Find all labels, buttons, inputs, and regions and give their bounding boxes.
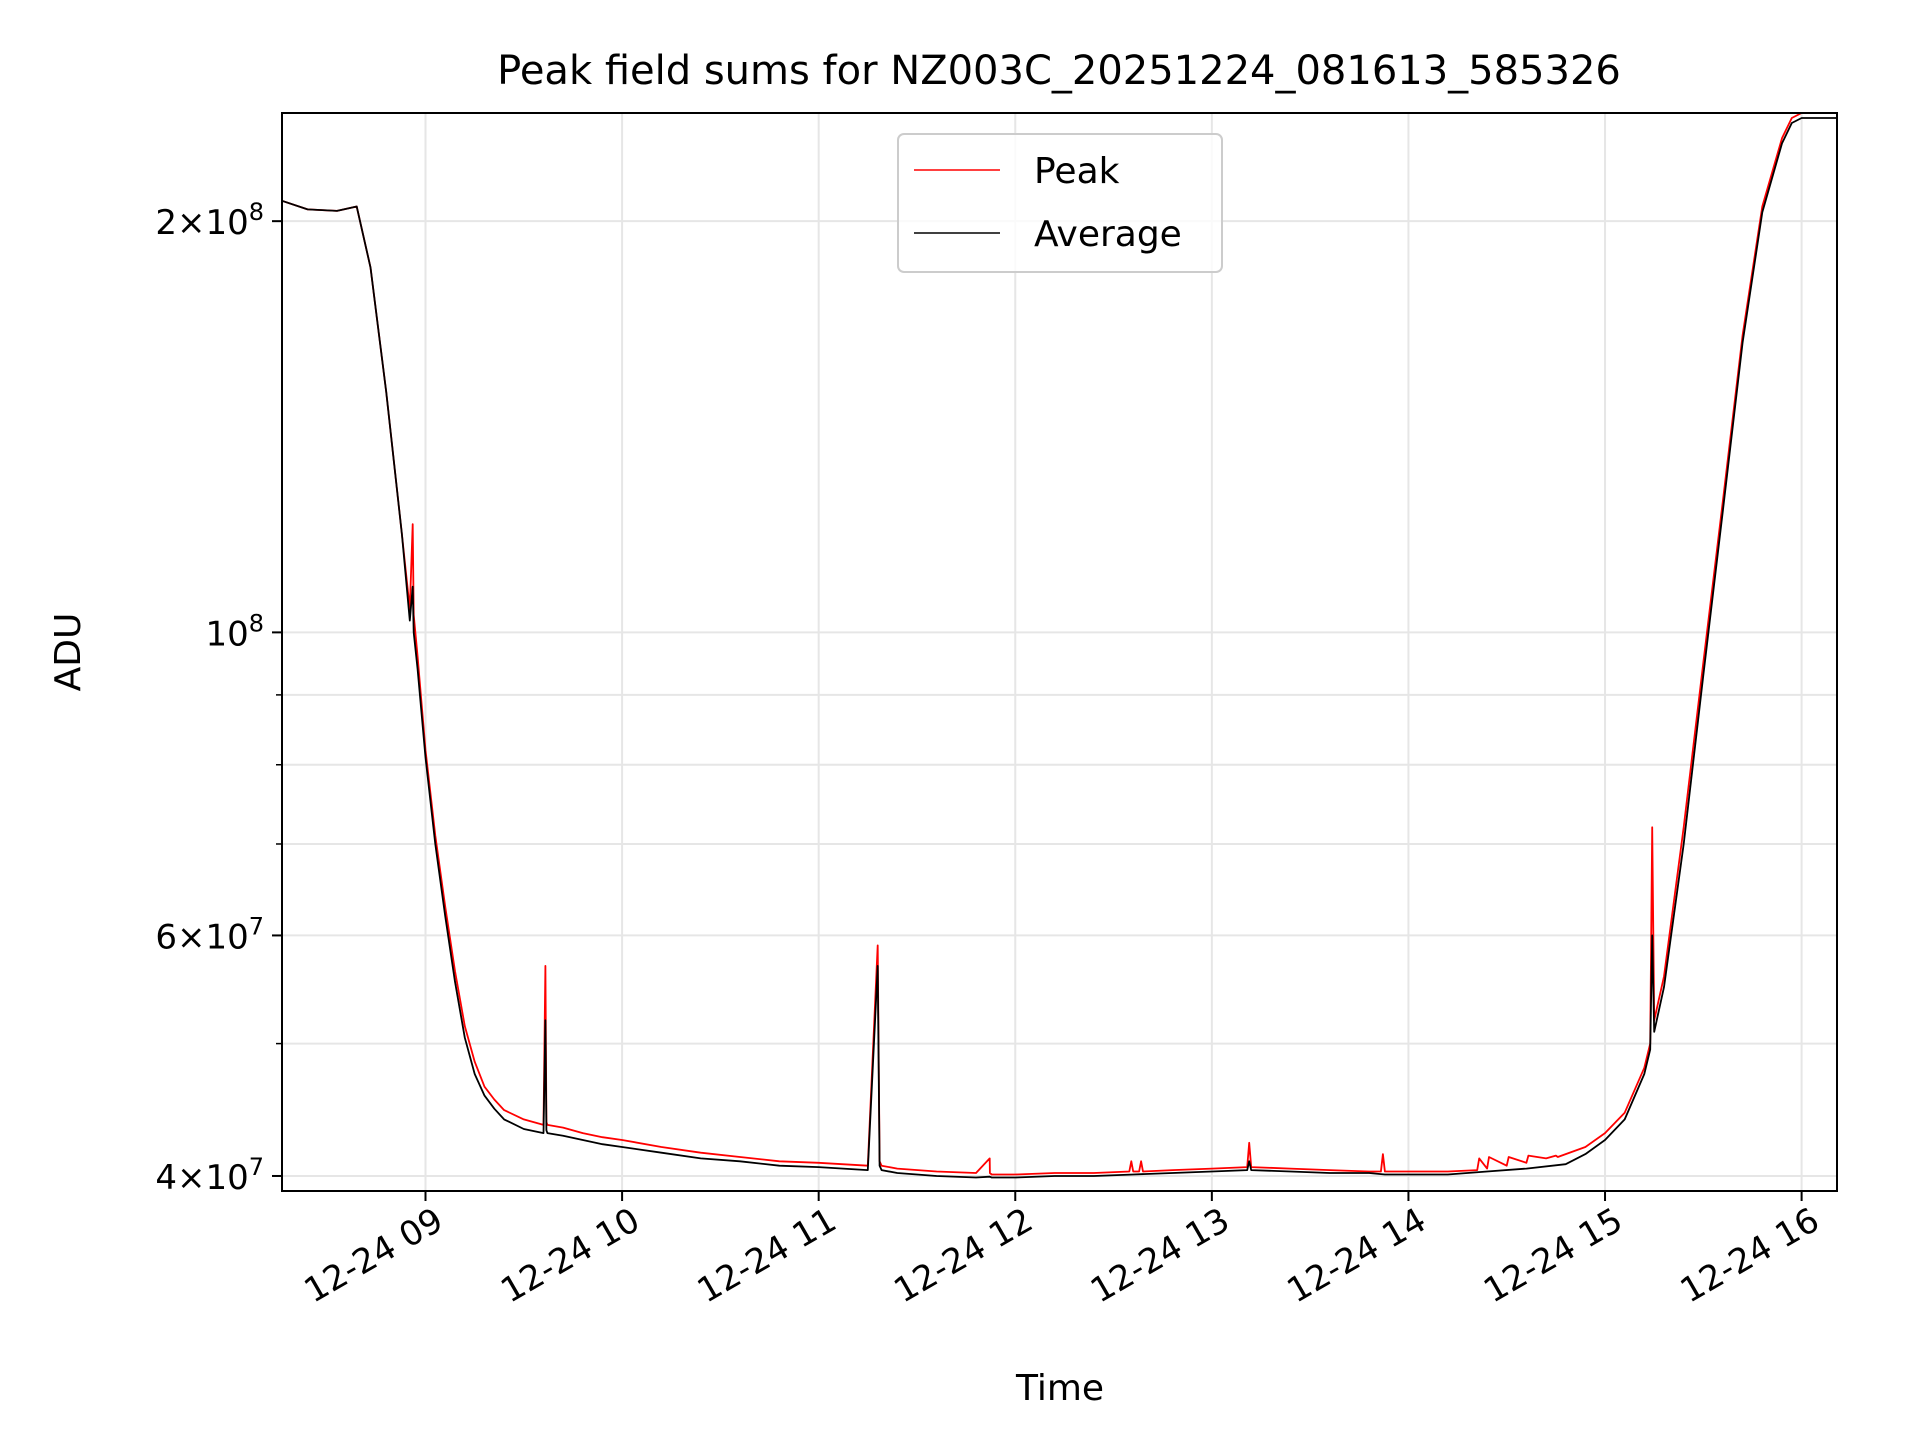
legend: Peak Average [897, 133, 1223, 273]
grid [282, 113, 1837, 1191]
y-axis-ticks: 4×107 6×107 108 2×108 [155, 198, 282, 1198]
legend-peak-label: Peak [1034, 151, 1120, 192]
chart-title: Peak field sums for NZ003C_20251224_0816… [497, 48, 1621, 94]
x-axis-label: Time [1015, 1368, 1104, 1409]
y-axis-label: ADU [48, 613, 89, 692]
series-line-average [281, 117, 1837, 1179]
legend-box [897, 133, 1223, 273]
y-tick-label: 108 [205, 609, 264, 654]
plot-frame [281, 112, 1838, 1192]
y-tick-label: 4×107 [155, 1153, 264, 1198]
series-line-peak [281, 112, 1837, 1176]
series-layer [281, 112, 1837, 1179]
legend-average-label: Average [1034, 214, 1182, 255]
y-tick-label: 2×108 [155, 198, 264, 243]
y-tick-label: 6×107 [155, 912, 264, 957]
